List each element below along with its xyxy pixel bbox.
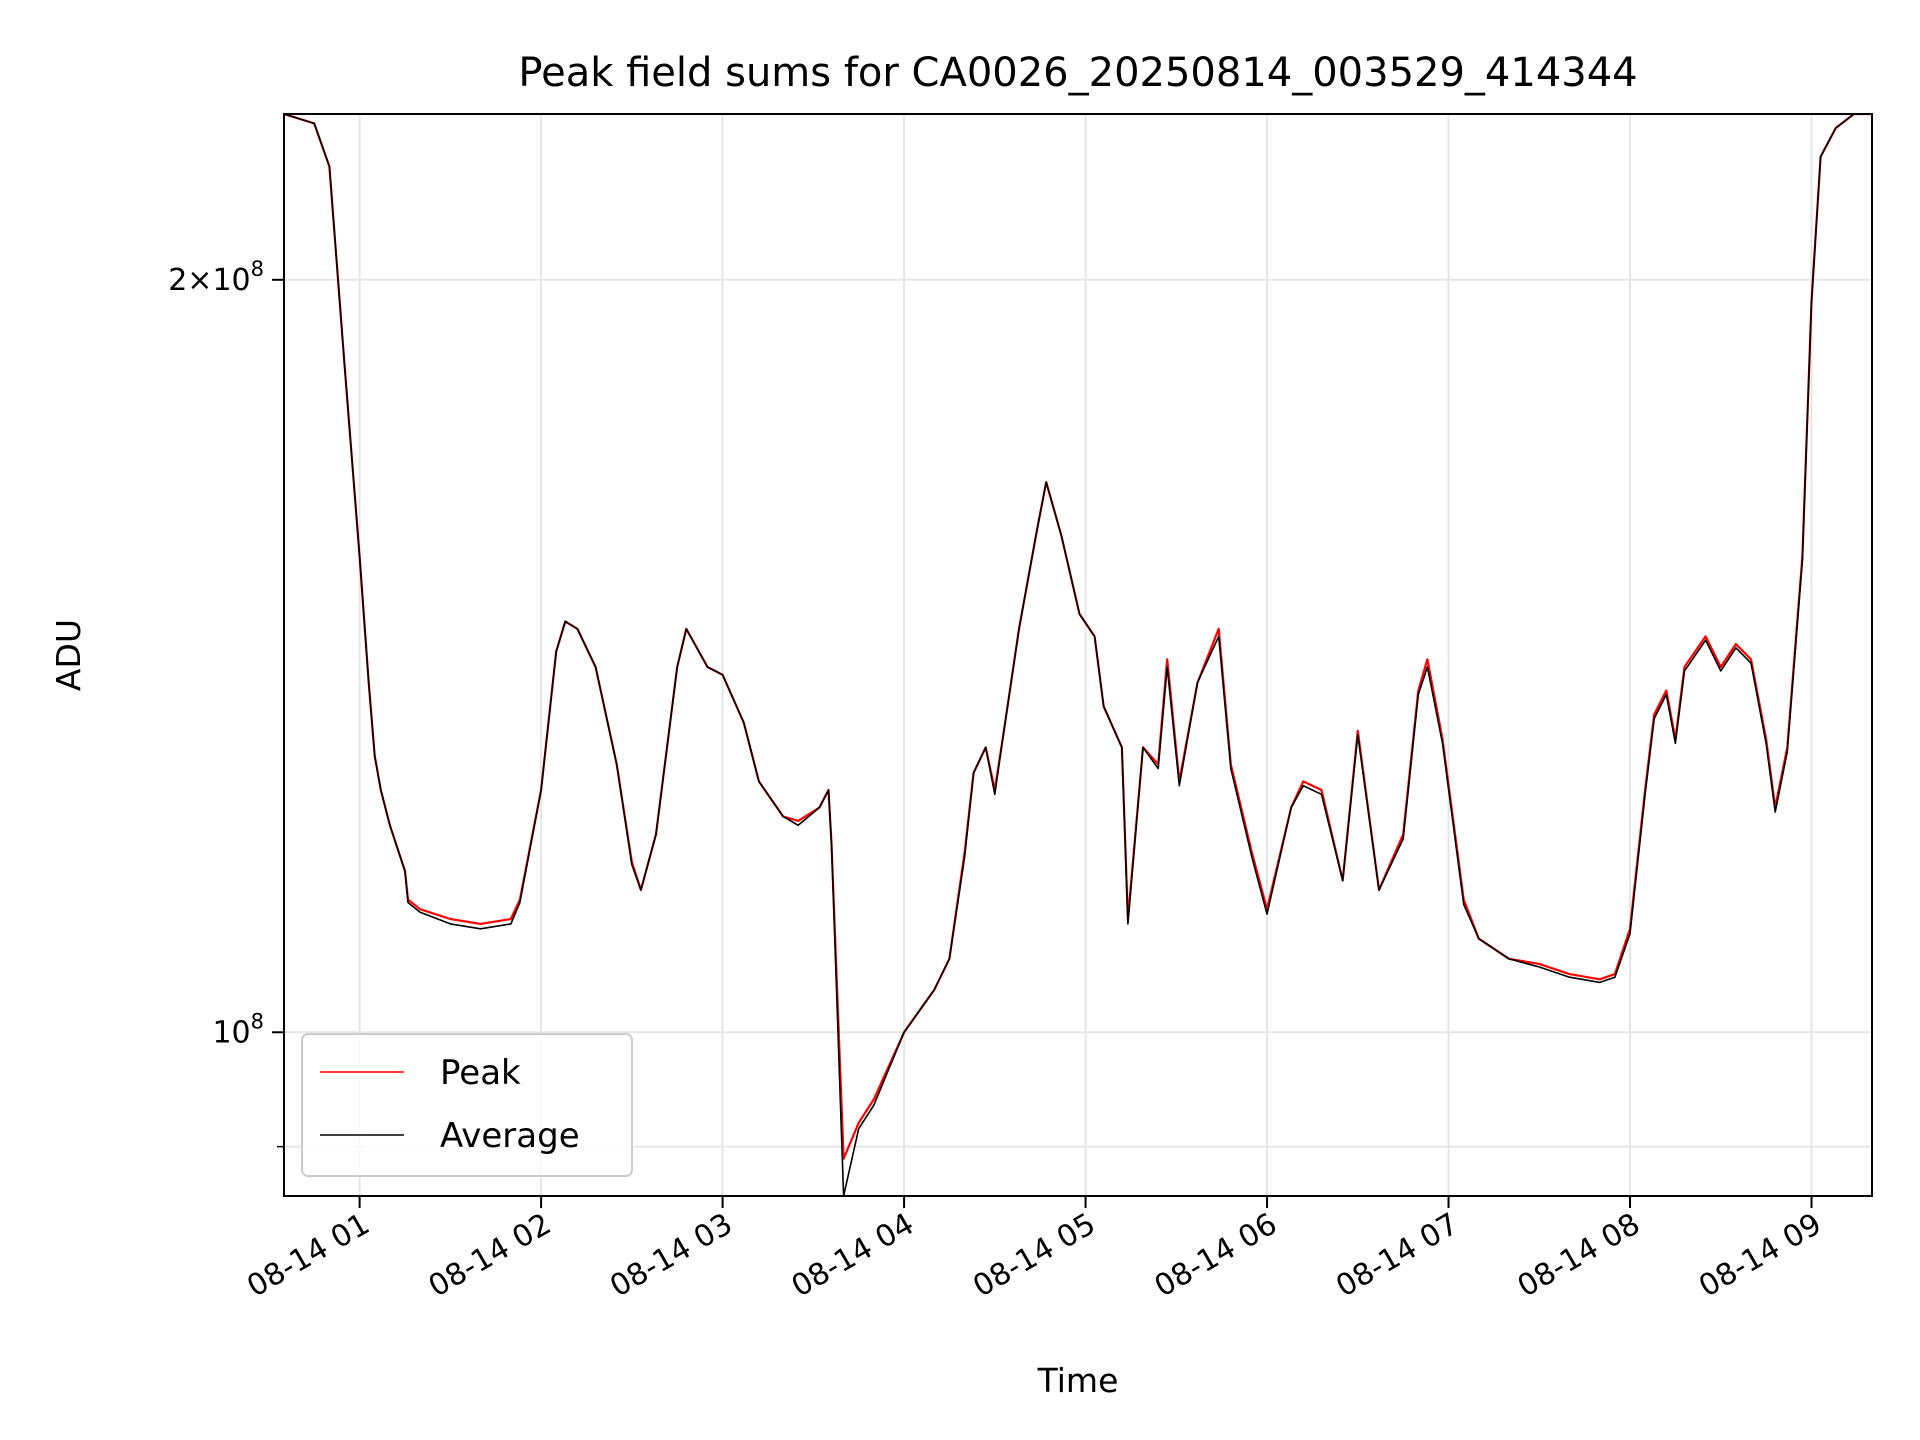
series-line-average [284,114,1872,1196]
y-axis-title: ADU [49,619,88,691]
x-axis-title: Time [1037,1361,1119,1400]
y-tick-mantissa: 2 [168,263,187,298]
chart-title: Peak field sums for CA0026_20250814_0035… [518,50,1637,96]
y-tick-label: 2×108 [168,257,264,298]
legend-label-peak: Peak [440,1053,521,1093]
y-tick-base: 10 [212,1015,250,1050]
plot-frame [283,113,1873,1197]
y-tick-base: 10 [212,263,250,298]
legend-box [301,1033,633,1177]
y-tick-exponent: 8 [251,1009,264,1033]
y-tick-label: 108 [212,1009,264,1050]
legend-label-average: Average [440,1116,580,1156]
y-tick-exponent: 8 [251,257,264,281]
legend: Peak Average [301,1033,633,1177]
series-lines [284,114,1872,1196]
y-tick-times: × [187,263,212,298]
